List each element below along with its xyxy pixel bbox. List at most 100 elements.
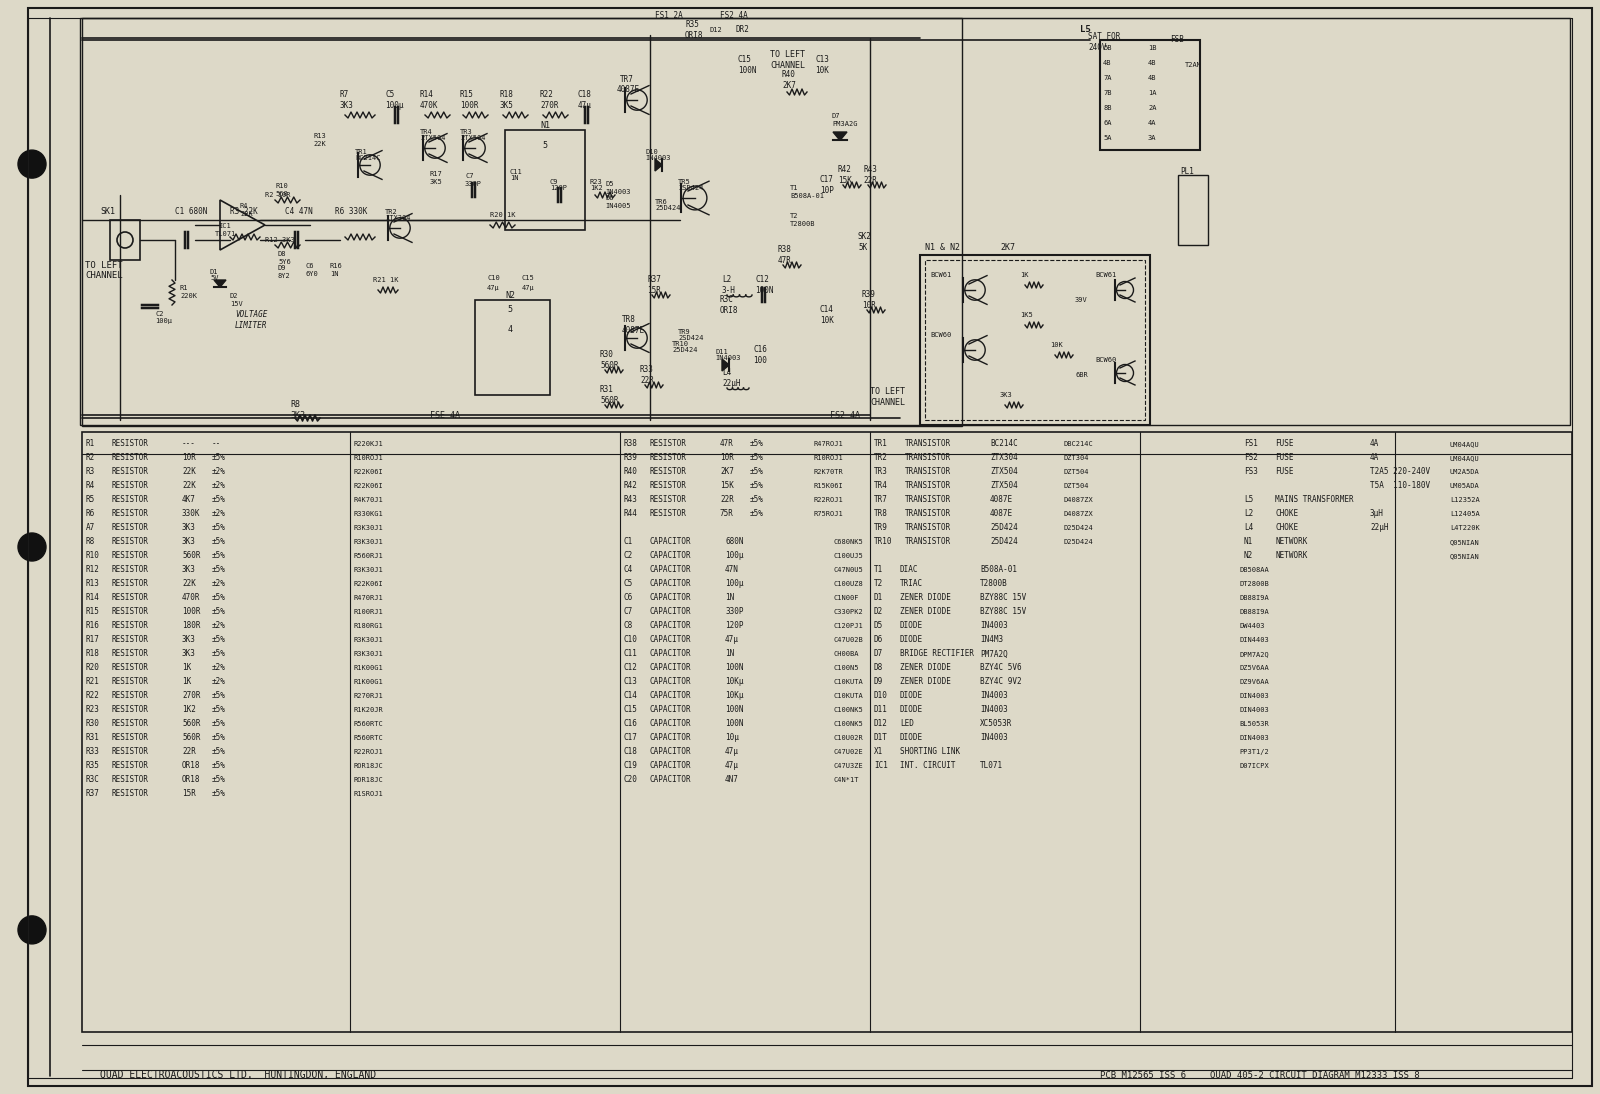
Text: R3C: R3C bbox=[86, 776, 99, 784]
Text: R220KJ1: R220KJ1 bbox=[354, 441, 384, 447]
Text: ±5%: ±5% bbox=[750, 496, 763, 504]
Text: C100NK5: C100NK5 bbox=[834, 707, 864, 713]
Text: TR4: TR4 bbox=[874, 481, 888, 490]
Text: ±5%: ±5% bbox=[750, 467, 763, 477]
Text: 560R: 560R bbox=[182, 551, 200, 560]
Text: R2: R2 bbox=[86, 454, 96, 463]
Text: R43
22R: R43 22R bbox=[862, 165, 877, 185]
Text: 47µ: 47µ bbox=[725, 636, 739, 644]
Text: TR4
2TX504: TR4 2TX504 bbox=[419, 128, 445, 141]
Text: 47µ: 47µ bbox=[725, 747, 739, 756]
Text: 100µ: 100µ bbox=[725, 551, 744, 560]
Text: R14
470K: R14 470K bbox=[419, 91, 438, 109]
Text: ±5%: ±5% bbox=[211, 706, 226, 714]
Text: TR9: TR9 bbox=[874, 524, 888, 533]
Text: C100NK5: C100NK5 bbox=[834, 721, 864, 728]
Text: FUSE: FUSE bbox=[1275, 454, 1293, 463]
Text: C11: C11 bbox=[624, 650, 638, 659]
Text: 47µ: 47µ bbox=[486, 286, 499, 291]
Text: R270RJ1: R270RJ1 bbox=[354, 693, 384, 699]
Text: TR2
ITX304: TR2 ITX304 bbox=[386, 209, 411, 221]
Text: ±5%: ±5% bbox=[211, 607, 226, 617]
Text: 100N: 100N bbox=[725, 663, 744, 673]
Text: TL071: TL071 bbox=[979, 761, 1003, 770]
Text: D2: D2 bbox=[874, 607, 883, 617]
Text: R12: R12 bbox=[86, 566, 99, 574]
Text: R17
3K5: R17 3K5 bbox=[430, 172, 443, 185]
Text: 560R: 560R bbox=[182, 720, 200, 729]
Text: D1: D1 bbox=[874, 594, 883, 603]
Text: CAPACITOR: CAPACITOR bbox=[650, 691, 691, 700]
Text: N1: N1 bbox=[541, 120, 550, 129]
Text: ZTX504: ZTX504 bbox=[990, 481, 1018, 490]
Text: 680N: 680N bbox=[725, 537, 744, 547]
Text: RESISTOR: RESISTOR bbox=[650, 481, 686, 490]
Text: VOLTAGE
LIMITER: VOLTAGE LIMITER bbox=[235, 311, 267, 329]
Text: R470RJ1: R470RJ1 bbox=[354, 595, 384, 601]
Text: SAT FOR
240V: SAT FOR 240V bbox=[1088, 33, 1120, 51]
Text: R2K70TR: R2K70TR bbox=[814, 469, 843, 475]
Text: C100N5: C100N5 bbox=[834, 665, 859, 671]
Text: C17: C17 bbox=[624, 733, 638, 743]
Text: DIN4003: DIN4003 bbox=[1238, 735, 1269, 741]
Text: TR1
BC214C: TR1 BC214C bbox=[355, 149, 381, 162]
Text: R31: R31 bbox=[86, 733, 99, 743]
Text: RESISTOR: RESISTOR bbox=[112, 510, 149, 519]
Text: L4T220K: L4T220K bbox=[1450, 525, 1480, 531]
Text: L12352A: L12352A bbox=[1450, 497, 1480, 503]
Text: R15: R15 bbox=[86, 607, 99, 617]
Text: ±5%: ±5% bbox=[211, 691, 226, 700]
Text: C13: C13 bbox=[624, 677, 638, 687]
Text: UM05ADA: UM05ADA bbox=[1450, 482, 1480, 489]
Text: DBC214C: DBC214C bbox=[1064, 441, 1094, 447]
Text: ZENER DIODE: ZENER DIODE bbox=[899, 663, 950, 673]
Text: R33
22R: R33 22R bbox=[640, 365, 654, 385]
Text: IC1: IC1 bbox=[874, 761, 888, 770]
Text: 4B: 4B bbox=[1102, 60, 1112, 66]
Text: ROR18JC: ROR18JC bbox=[354, 763, 384, 769]
Text: RESISTOR: RESISTOR bbox=[112, 454, 149, 463]
Text: TRANSISTOR: TRANSISTOR bbox=[906, 524, 952, 533]
Text: Q05NIAN: Q05NIAN bbox=[1450, 552, 1480, 559]
Text: DZ9V6AA: DZ9V6AA bbox=[1238, 679, 1269, 685]
Text: ±5%: ±5% bbox=[211, 733, 226, 743]
Text: C47U02E: C47U02E bbox=[834, 749, 864, 755]
Text: RESISTOR: RESISTOR bbox=[112, 580, 149, 589]
Text: FS1: FS1 bbox=[1245, 440, 1258, 449]
Text: R1: R1 bbox=[86, 440, 96, 449]
Text: DW4403: DW4403 bbox=[1238, 622, 1264, 629]
Bar bbox=[506, 130, 586, 230]
Text: R10
560: R10 560 bbox=[275, 184, 288, 197]
Text: R39
10R: R39 10R bbox=[862, 290, 875, 310]
Text: CAPACITOR: CAPACITOR bbox=[650, 677, 691, 687]
Text: CHOKE: CHOKE bbox=[1275, 510, 1298, 519]
Text: R22
270R: R22 270R bbox=[541, 91, 558, 109]
Text: 120P: 120P bbox=[725, 621, 744, 630]
Text: RESISTOR: RESISTOR bbox=[112, 706, 149, 714]
Text: CAPACITOR: CAPACITOR bbox=[650, 761, 691, 770]
Text: UM04AQU: UM04AQU bbox=[1450, 441, 1480, 447]
Text: 2K7: 2K7 bbox=[1000, 243, 1014, 252]
Text: 4N7: 4N7 bbox=[725, 776, 739, 784]
Text: D25D424: D25D424 bbox=[1064, 525, 1094, 531]
Text: 1N: 1N bbox=[725, 650, 734, 659]
Text: R6: R6 bbox=[86, 510, 96, 519]
Text: R3K30J1: R3K30J1 bbox=[354, 567, 384, 573]
Text: C16: C16 bbox=[624, 720, 638, 729]
Polygon shape bbox=[834, 132, 846, 140]
Text: 22µH: 22µH bbox=[1370, 524, 1389, 533]
Text: TR8: TR8 bbox=[874, 510, 888, 519]
Text: D25D424: D25D424 bbox=[1064, 539, 1094, 545]
Text: TR2: TR2 bbox=[874, 454, 888, 463]
Text: C5: C5 bbox=[624, 580, 634, 589]
Text: R30
560R: R30 560R bbox=[600, 350, 619, 370]
Text: IN4003: IN4003 bbox=[979, 706, 1008, 714]
Text: D5: D5 bbox=[874, 621, 883, 630]
Text: R35: R35 bbox=[86, 761, 99, 770]
Text: CAPACITOR: CAPACITOR bbox=[650, 621, 691, 630]
Text: C4N*1T: C4N*1T bbox=[834, 777, 859, 783]
Text: L2: L2 bbox=[1245, 510, 1253, 519]
Text: ±5%: ±5% bbox=[211, 761, 226, 770]
Text: RESISTOR: RESISTOR bbox=[112, 621, 149, 630]
Text: R20: R20 bbox=[86, 663, 99, 673]
